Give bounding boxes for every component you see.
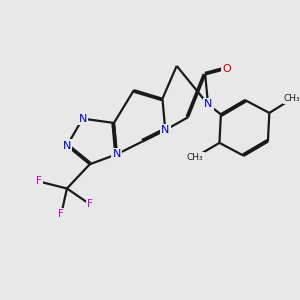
Text: CH₃: CH₃ bbox=[284, 94, 300, 103]
Text: N: N bbox=[161, 125, 170, 135]
Text: F: F bbox=[35, 176, 41, 186]
Text: N: N bbox=[78, 114, 87, 124]
Text: O: O bbox=[222, 64, 231, 74]
Text: F: F bbox=[87, 199, 93, 209]
Text: N: N bbox=[112, 149, 121, 159]
Text: CH₃: CH₃ bbox=[187, 153, 203, 162]
Text: F: F bbox=[58, 209, 64, 219]
Text: N: N bbox=[63, 141, 71, 151]
Text: N: N bbox=[204, 99, 212, 110]
